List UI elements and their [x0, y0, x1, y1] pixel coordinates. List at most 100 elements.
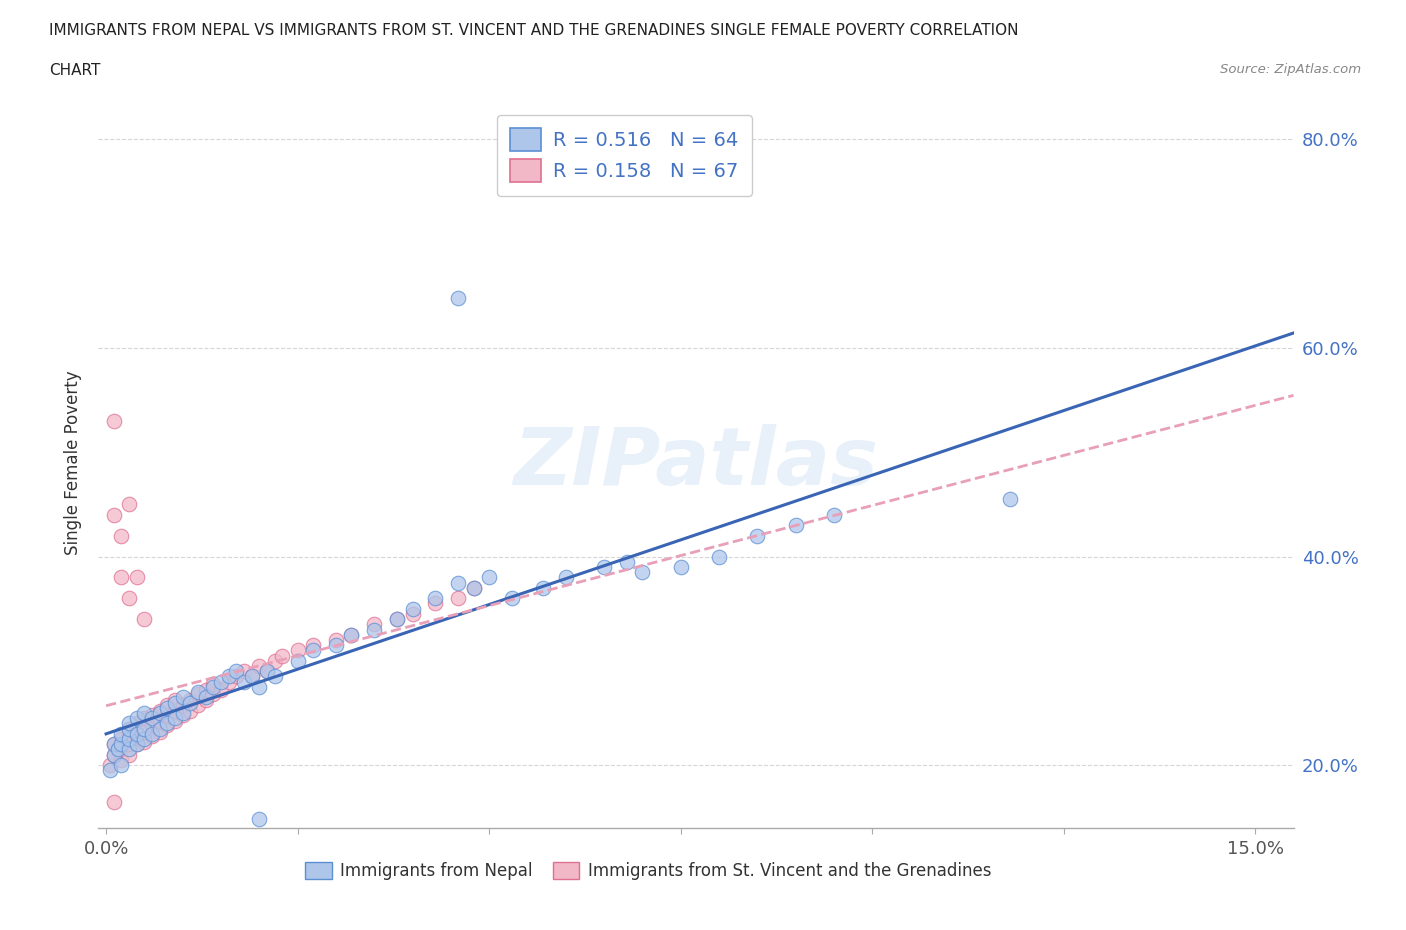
Point	[425, 596, 447, 611]
Point	[107, 742, 129, 757]
Point	[163, 695, 186, 710]
Point	[156, 708, 179, 723]
Point	[263, 654, 285, 669]
Point	[103, 748, 125, 763]
Point	[447, 575, 470, 590]
Point	[287, 643, 309, 658]
Point	[363, 622, 385, 637]
Point	[194, 690, 217, 705]
Point	[179, 703, 201, 718]
Point	[110, 742, 132, 757]
Point	[118, 716, 141, 731]
Point	[240, 669, 263, 684]
Point	[110, 528, 132, 543]
Point	[149, 706, 172, 721]
Point	[823, 508, 845, 523]
Point	[287, 654, 309, 669]
Point	[247, 812, 270, 827]
Point	[593, 560, 616, 575]
Point	[707, 549, 730, 564]
Y-axis label: Single Female Poverty: Single Female Poverty	[65, 370, 83, 555]
Point	[163, 711, 186, 725]
Point	[141, 711, 163, 725]
Point	[103, 748, 125, 763]
Point	[156, 700, 179, 715]
Point	[616, 554, 638, 569]
Point	[134, 706, 156, 721]
Point	[125, 728, 148, 743]
Point	[125, 737, 148, 751]
Point	[401, 606, 423, 621]
Point	[179, 695, 201, 710]
Point	[107, 742, 129, 757]
Point	[202, 676, 225, 691]
Point	[501, 591, 523, 605]
Text: CHART: CHART	[49, 63, 101, 78]
Point	[141, 726, 163, 741]
Point	[447, 591, 470, 605]
Point	[134, 721, 156, 736]
Point	[172, 698, 194, 712]
Point	[187, 698, 209, 712]
Point	[233, 664, 256, 679]
Point	[149, 714, 172, 729]
Point	[463, 580, 485, 595]
Point	[103, 414, 125, 429]
Text: Source: ZipAtlas.com: Source: ZipAtlas.com	[1220, 63, 1361, 76]
Point	[669, 560, 692, 575]
Point	[747, 528, 769, 543]
Point	[325, 638, 347, 653]
Point	[103, 508, 125, 523]
Point	[256, 664, 278, 679]
Point	[478, 570, 501, 585]
Point	[110, 758, 132, 773]
Point	[401, 602, 423, 617]
Point	[110, 752, 132, 767]
Point	[187, 686, 209, 701]
Point	[233, 674, 256, 689]
Point	[302, 643, 325, 658]
Point	[125, 737, 148, 751]
Point	[149, 703, 172, 718]
Point	[225, 669, 247, 684]
Point	[134, 735, 156, 750]
Point	[363, 617, 385, 631]
Point	[156, 716, 179, 731]
Point	[631, 565, 654, 579]
Point	[141, 708, 163, 723]
Point	[263, 669, 285, 684]
Point	[447, 290, 470, 305]
Point	[125, 726, 148, 741]
Point	[118, 726, 141, 741]
Point	[103, 737, 125, 751]
Point	[209, 683, 232, 698]
Point	[156, 718, 179, 733]
Text: ZIPatlas: ZIPatlas	[513, 424, 879, 501]
Point	[256, 664, 278, 679]
Point	[531, 580, 554, 595]
Point	[785, 518, 807, 533]
Point	[425, 591, 447, 605]
Point	[271, 648, 294, 663]
Point	[118, 721, 141, 736]
Point	[163, 693, 186, 708]
Point	[385, 612, 409, 627]
Point	[110, 726, 132, 741]
Point	[103, 794, 125, 809]
Point	[118, 742, 141, 757]
Point	[194, 683, 217, 698]
Point	[302, 638, 325, 653]
Point	[149, 721, 172, 736]
Point	[103, 737, 125, 751]
Point	[125, 570, 148, 585]
Point	[194, 693, 217, 708]
Point	[202, 686, 225, 701]
Point	[340, 628, 363, 643]
Point	[163, 714, 186, 729]
Point	[141, 728, 163, 743]
Point	[325, 632, 347, 647]
Point	[172, 690, 194, 705]
Point	[247, 658, 270, 673]
Point	[172, 706, 194, 721]
Point	[125, 711, 148, 725]
